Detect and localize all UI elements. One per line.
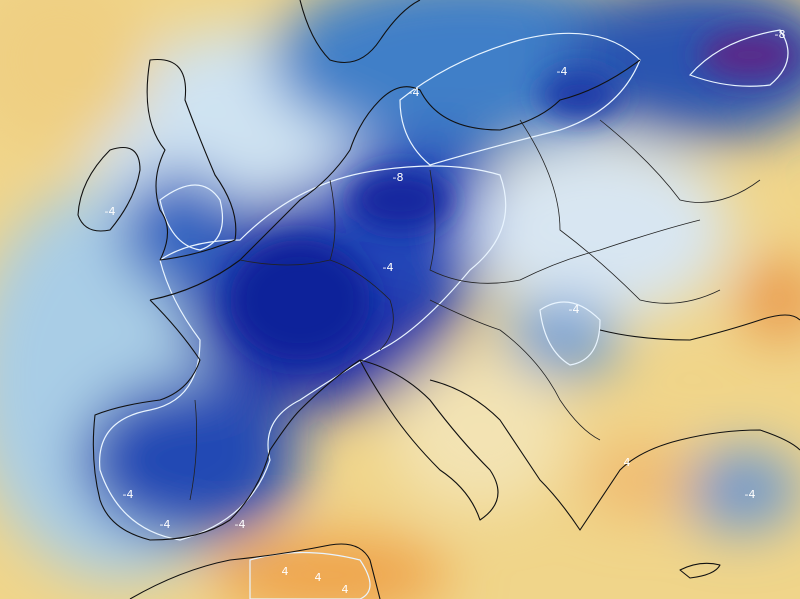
- border: [189, 399, 198, 501]
- border: [239, 259, 394, 351]
- contour-label: -4: [409, 86, 420, 99]
- great-britain: [146, 58, 237, 261]
- continent-north-coast: [149, 59, 641, 301]
- black-sea-coast: [599, 314, 800, 341]
- contour-line: [159, 184, 224, 251]
- balkans-turkey-coast: [429, 379, 800, 531]
- iberia-france-coast: [92, 299, 361, 541]
- border: [429, 169, 701, 284]
- africa-coast: [129, 543, 381, 599]
- contour-label: 4: [624, 456, 631, 469]
- scandinavia: [299, 0, 421, 64]
- contour-line: [539, 301, 601, 366]
- contour-label: 4: [282, 565, 289, 578]
- ireland: [77, 146, 141, 232]
- contour-label: -4: [123, 488, 134, 501]
- contour-line: [99, 165, 507, 541]
- cyprus: [679, 562, 721, 579]
- contour-label: -4: [235, 518, 246, 531]
- contour-label: -4: [569, 303, 580, 316]
- contour-label: 4: [342, 583, 349, 596]
- contour-label: -4: [745, 488, 756, 501]
- border: [429, 299, 601, 441]
- anomaly-cores: [230, 30, 800, 360]
- contour-line: [399, 32, 641, 166]
- borders: [189, 119, 761, 501]
- contour-label: -4: [557, 65, 568, 78]
- contour-label: -4: [160, 518, 171, 531]
- border: [329, 179, 336, 261]
- contour-line: [688, 29, 789, 87]
- contour-label: -4: [105, 205, 116, 218]
- italy: [359, 359, 499, 521]
- contour-label: -4: [383, 261, 394, 274]
- border: [519, 119, 721, 304]
- border: [599, 119, 761, 203]
- contour-label: 4: [315, 571, 322, 584]
- contour-label: -8: [393, 171, 404, 184]
- contour-label: -8: [775, 28, 786, 41]
- contour-labels: -8 -4 -4 -8 -4 -4 -4 4 -4 -4 -4 -4 4 4 4: [105, 28, 786, 596]
- contours: [99, 29, 789, 599]
- coastlines: [77, 0, 800, 599]
